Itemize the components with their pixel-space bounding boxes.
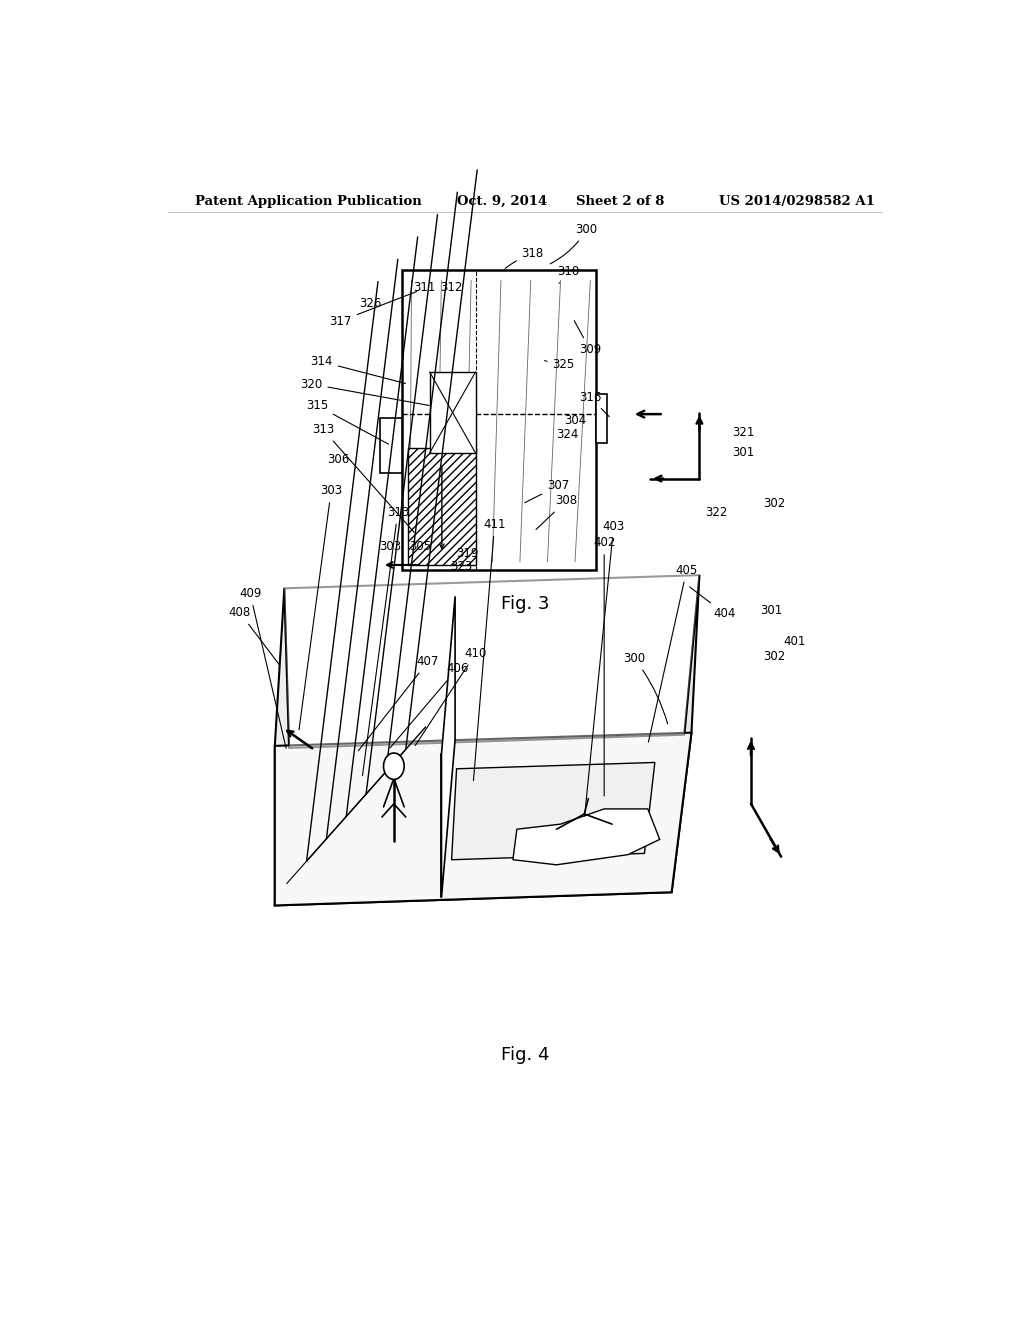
Text: 317: 317 bbox=[330, 292, 417, 327]
Text: 303: 303 bbox=[379, 540, 401, 553]
Bar bbox=[430, 372, 475, 453]
Text: 315: 315 bbox=[306, 399, 389, 445]
Polygon shape bbox=[672, 576, 699, 892]
Text: 311: 311 bbox=[413, 281, 435, 294]
Text: 321: 321 bbox=[732, 426, 755, 440]
Polygon shape bbox=[513, 809, 659, 865]
Text: 401: 401 bbox=[783, 635, 806, 648]
Text: 325: 325 bbox=[545, 358, 574, 371]
Text: 326: 326 bbox=[358, 297, 381, 310]
Text: 320: 320 bbox=[300, 378, 429, 405]
Text: 405: 405 bbox=[648, 564, 697, 742]
Text: 407: 407 bbox=[358, 655, 439, 751]
Polygon shape bbox=[441, 597, 455, 898]
Text: 301: 301 bbox=[760, 605, 782, 618]
Polygon shape bbox=[452, 763, 654, 859]
Text: 306: 306 bbox=[328, 453, 349, 466]
Text: 318: 318 bbox=[505, 247, 544, 268]
Text: 322: 322 bbox=[706, 506, 728, 519]
Text: 302: 302 bbox=[764, 649, 785, 663]
Text: 304: 304 bbox=[564, 414, 587, 428]
Text: 312: 312 bbox=[439, 281, 462, 294]
Bar bbox=[380, 417, 401, 474]
Text: 319: 319 bbox=[456, 548, 478, 560]
Text: 313: 313 bbox=[362, 506, 409, 776]
Text: 313: 313 bbox=[312, 424, 415, 532]
Polygon shape bbox=[274, 589, 289, 906]
Bar bbox=[401, 271, 596, 570]
Polygon shape bbox=[274, 733, 691, 906]
Polygon shape bbox=[285, 576, 699, 748]
Text: 324: 324 bbox=[556, 429, 579, 441]
Text: US 2014/0298582 A1: US 2014/0298582 A1 bbox=[719, 194, 876, 207]
Text: 310: 310 bbox=[557, 265, 580, 284]
Text: 323: 323 bbox=[451, 561, 472, 573]
Text: 410: 410 bbox=[415, 647, 486, 746]
Text: 302: 302 bbox=[764, 498, 785, 511]
Text: 402: 402 bbox=[593, 536, 615, 796]
Text: 308: 308 bbox=[536, 495, 578, 529]
Text: 314: 314 bbox=[310, 355, 406, 383]
Text: Sheet 2 of 8: Sheet 2 of 8 bbox=[577, 194, 665, 207]
Bar bbox=[596, 395, 607, 444]
Text: Fig. 4: Fig. 4 bbox=[501, 1045, 549, 1064]
Text: 300: 300 bbox=[624, 652, 668, 723]
Text: 411: 411 bbox=[473, 517, 506, 780]
Text: 300: 300 bbox=[550, 223, 598, 264]
Text: Oct. 9, 2014: Oct. 9, 2014 bbox=[458, 194, 548, 207]
Text: Patent Application Publication: Patent Application Publication bbox=[196, 194, 422, 207]
Text: 309: 309 bbox=[574, 321, 601, 356]
Text: 307: 307 bbox=[525, 479, 569, 503]
Polygon shape bbox=[274, 735, 684, 906]
Text: 409: 409 bbox=[239, 587, 286, 748]
Text: 301: 301 bbox=[732, 446, 754, 458]
Text: 408: 408 bbox=[228, 606, 280, 665]
Text: 404: 404 bbox=[690, 587, 736, 620]
Bar bbox=[409, 447, 475, 565]
Text: Fig. 3: Fig. 3 bbox=[501, 594, 549, 612]
Text: 303: 303 bbox=[299, 484, 342, 730]
Circle shape bbox=[384, 752, 404, 779]
Text: 316: 316 bbox=[579, 391, 609, 417]
Text: 406: 406 bbox=[390, 663, 469, 748]
Text: 403: 403 bbox=[585, 520, 625, 816]
Text: 305: 305 bbox=[409, 540, 431, 553]
